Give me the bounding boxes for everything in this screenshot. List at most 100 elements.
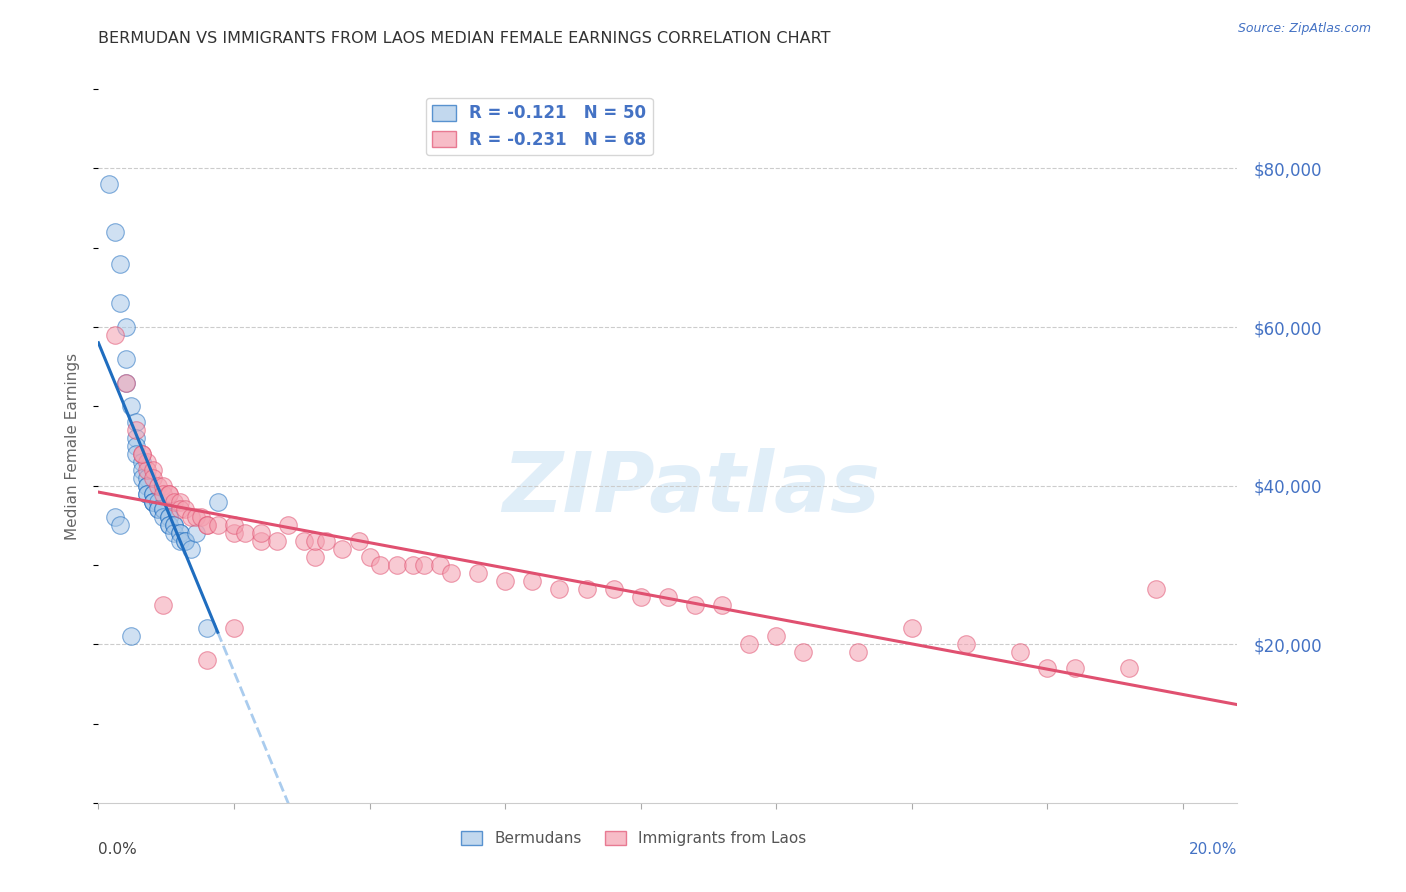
Point — [901, 621, 924, 635]
Point — [347, 534, 370, 549]
Point — [136, 463, 159, 477]
Point — [169, 526, 191, 541]
Point — [125, 415, 148, 429]
Point — [157, 510, 180, 524]
Point — [152, 478, 174, 492]
Point — [142, 494, 165, 508]
Text: BERMUDAN VS IMMIGRANTS FROM LAOS MEDIAN FEMALE EARNINGS CORRELATION CHART: BERMUDAN VS IMMIGRANTS FROM LAOS MEDIAN … — [98, 31, 831, 46]
Point — [125, 447, 148, 461]
Point — [1063, 661, 1085, 675]
Point — [180, 510, 202, 524]
Point — [98, 178, 121, 192]
Point — [359, 549, 381, 564]
Point — [846, 645, 869, 659]
Point — [142, 494, 165, 508]
Point — [304, 549, 326, 564]
Point — [174, 534, 197, 549]
Point — [1144, 582, 1167, 596]
Point — [136, 471, 159, 485]
Point — [294, 534, 316, 549]
Point — [250, 534, 273, 549]
Point — [120, 400, 142, 414]
Point — [157, 486, 180, 500]
Text: Source: ZipAtlas.com: Source: ZipAtlas.com — [1237, 22, 1371, 36]
Point — [131, 471, 153, 485]
Point — [630, 590, 652, 604]
Point — [136, 486, 159, 500]
Point — [548, 582, 571, 596]
Point — [429, 558, 451, 572]
Point — [104, 510, 127, 524]
Point — [184, 510, 207, 524]
Point — [120, 629, 142, 643]
Point — [765, 629, 787, 643]
Point — [233, 526, 256, 541]
Point — [207, 518, 229, 533]
Point — [136, 455, 159, 469]
Point — [402, 558, 425, 572]
Text: 0.0%: 0.0% — [98, 842, 138, 857]
Point — [174, 534, 197, 549]
Legend: Bermudans, Immigrants from Laos: Bermudans, Immigrants from Laos — [454, 824, 813, 852]
Point — [152, 502, 174, 516]
Point — [738, 637, 761, 651]
Point — [157, 518, 180, 533]
Point — [108, 296, 131, 310]
Point — [169, 502, 191, 516]
Text: ZIPatlas: ZIPatlas — [502, 449, 880, 529]
Point — [277, 518, 299, 533]
Point — [131, 463, 153, 477]
Point — [125, 439, 148, 453]
Point — [152, 502, 174, 516]
Point — [142, 463, 165, 477]
Point — [125, 431, 148, 445]
Point — [125, 423, 148, 437]
Point — [683, 598, 706, 612]
Point — [136, 478, 159, 492]
Point — [657, 590, 679, 604]
Point — [304, 534, 326, 549]
Point — [131, 447, 153, 461]
Point — [250, 526, 273, 541]
Point — [467, 566, 489, 580]
Point — [104, 328, 127, 343]
Point — [602, 582, 624, 596]
Point — [174, 502, 197, 516]
Point — [114, 376, 136, 390]
Point — [146, 478, 169, 492]
Point — [332, 542, 354, 557]
Point — [1036, 661, 1059, 675]
Point — [412, 558, 434, 572]
Text: 20.0%: 20.0% — [1189, 842, 1237, 857]
Point — [108, 518, 131, 533]
Point — [169, 494, 191, 508]
Point — [711, 598, 734, 612]
Point — [131, 447, 153, 461]
Point — [114, 376, 136, 390]
Point — [169, 526, 191, 541]
Point — [385, 558, 408, 572]
Point — [163, 518, 186, 533]
Point — [146, 502, 169, 516]
Point — [142, 471, 165, 485]
Point — [152, 486, 174, 500]
Point — [370, 558, 392, 572]
Point — [195, 621, 218, 635]
Point — [440, 566, 463, 580]
Point — [157, 510, 180, 524]
Point — [190, 510, 212, 524]
Point — [163, 518, 186, 533]
Point — [266, 534, 288, 549]
Point — [1118, 661, 1140, 675]
Point — [104, 225, 127, 239]
Point — [575, 582, 598, 596]
Point — [184, 526, 207, 541]
Point — [157, 486, 180, 500]
Point — [195, 518, 218, 533]
Point — [315, 534, 337, 549]
Point — [522, 574, 544, 588]
Point — [136, 486, 159, 500]
Point — [494, 574, 516, 588]
Point — [222, 526, 245, 541]
Point — [157, 518, 180, 533]
